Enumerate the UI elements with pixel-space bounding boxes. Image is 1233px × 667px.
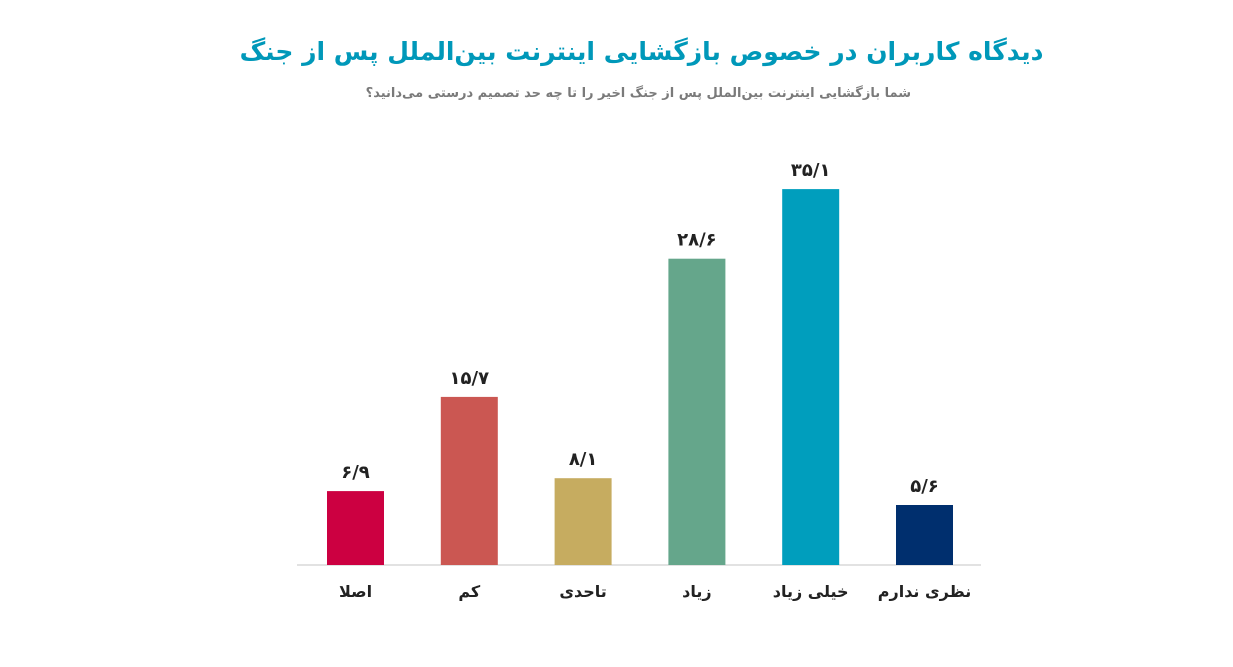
bar-value-label: ۲۸/۶ [677,230,717,251]
bar-value-label: ۶/۹ [341,462,370,483]
category-label: کم [458,582,481,601]
bar [440,396,498,565]
category-label: تاحدی [559,582,606,601]
bar-value-label: ۱۵/۷ [450,368,490,389]
bar-value-label: ۵/۶ [910,476,939,497]
bar [896,505,953,565]
category-label: اصلا [339,582,372,601]
bar [554,478,612,565]
category-label: خیلی زیاد [773,582,849,601]
bar [782,189,840,565]
category-label: زیاد [682,582,711,601]
bar-value-label: ۸/۱ [569,449,598,470]
category-label: نظری ندارم [878,582,971,601]
bar [327,491,384,565]
bar [668,258,726,565]
chart-subtitle: شما بازگشایی اینترنت بین‌الملل پس از جنگ… [365,86,911,101]
bar-value-label: ۳۵/۱ [791,160,831,181]
chart-title: دیدگاه کاربران در خصوص بازگشایی اینترنت … [239,37,1044,66]
